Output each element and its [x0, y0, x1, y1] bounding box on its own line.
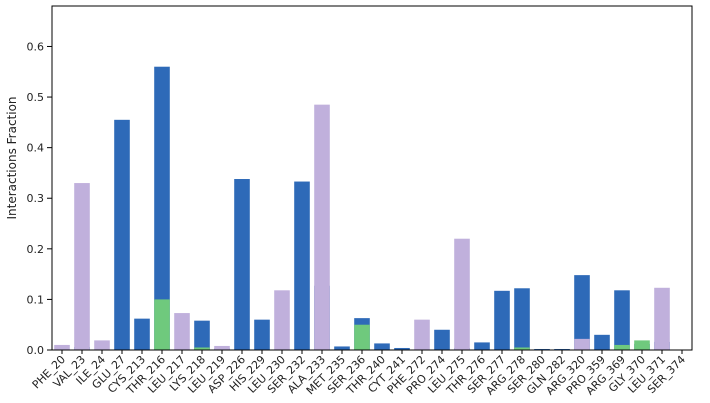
- bar-segment-lys-218-s2: [194, 347, 210, 350]
- bar-segment-ser-232-s0: [294, 181, 310, 350]
- bar-segment-met-235-s0: [334, 346, 350, 350]
- y-tick-label: 0.2: [27, 243, 45, 256]
- bar-segment-glu-27-s0: [114, 119, 130, 350]
- bar-segment-leu-217-s1: [174, 313, 190, 350]
- bar-segment-arg-369-s0: [614, 290, 630, 350]
- bar-segment-gly-370-s2: [634, 340, 650, 350]
- bar-segment-thr-216-s0: [154, 66, 170, 351]
- bar-segment-lys-218-s0: [194, 320, 210, 350]
- y-tick-label: 0.0: [27, 344, 45, 357]
- bar-segment-his-229-s0: [254, 319, 270, 350]
- y-tick-label: 0.4: [27, 142, 45, 155]
- bar-segment-asp-226-s0: [234, 179, 250, 350]
- bar-segment-gln-282-s0: [554, 348, 570, 350]
- bar-segment-cyt-241-s0: [394, 347, 410, 350]
- bar-segment-leu-371-s1: [654, 287, 670, 350]
- bar-segment-leu-230-s1: [274, 290, 290, 350]
- bar-segment-pro-359-s0: [594, 334, 610, 350]
- bar-segment-arg-320-s1: [574, 338, 590, 350]
- x-axis-ticks: PHE_20VAL_23ILE_24GLU_27CYS_213THR_216LE…: [30, 350, 688, 398]
- y-tick-label: 0.1: [27, 293, 45, 306]
- bar-segment-arg-320-s0: [574, 275, 590, 350]
- bar-segment-ser-280-s0: [534, 348, 550, 350]
- plot-frame: [51, 5, 693, 351]
- bar-segment-cys-213-s0: [134, 318, 150, 350]
- bar-segment-arg-278-s0: [514, 288, 530, 350]
- bar-segment-arg-369-s2: [614, 344, 630, 350]
- y-tick-label: 0.6: [27, 40, 45, 53]
- bar-segment-ser-277-s0: [494, 290, 510, 350]
- bar-segment-thr-276-s0: [474, 342, 490, 350]
- bar-segment-thr-240-s0: [374, 343, 390, 350]
- bar-segment-val-23-s1: [74, 183, 90, 350]
- bar-segment-phe-20-s1: [54, 344, 70, 350]
- bar-segment-ser-236-s2: [354, 324, 370, 350]
- y-tick-label: 0.3: [27, 192, 45, 205]
- bar-segment-arg-278-s2: [514, 347, 530, 350]
- bar-segment-leu-275-s1: [454, 238, 470, 350]
- bar-segment-pro-274-s0: [434, 329, 450, 350]
- y-tick-label: 0.5: [27, 91, 45, 104]
- y-axis-label: Interactions Fraction: [5, 96, 19, 219]
- bar-segment-phe-272-s1: [414, 319, 430, 350]
- y-axis-ticks: 0.0 0.1 0.2 0.3 0.4 0.5 0.6: [27, 40, 52, 357]
- bar-segment-thr-216-s2: [154, 299, 170, 350]
- bars-group: [54, 66, 670, 351]
- bar-segment-ile-24-s1: [94, 340, 110, 350]
- bar-segment-ala-233-s1: [314, 104, 330, 351]
- bar-segment-leu-219-s1: [214, 345, 230, 350]
